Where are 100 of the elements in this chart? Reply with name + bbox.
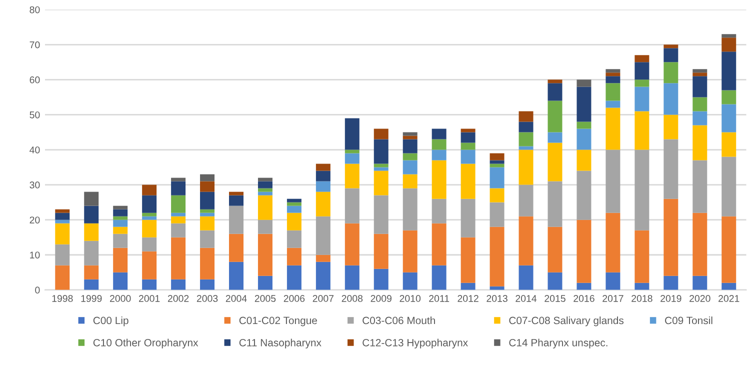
bar [548, 100, 562, 132]
bar [84, 279, 99, 290]
bar [576, 80, 592, 87]
x-tick-label: 2010 [400, 295, 421, 302]
bar [84, 223, 99, 241]
bar [692, 160, 708, 213]
bar [518, 132, 534, 146]
bar [490, 188, 504, 202]
bar [171, 195, 186, 213]
x-tick-label: 2000 [110, 295, 131, 302]
bar [286, 206, 302, 213]
bar [171, 279, 186, 290]
x-tick-label: 1999 [81, 295, 102, 302]
bar [664, 276, 678, 290]
bar [634, 150, 650, 230]
legend-label: C10 Other Oropharynx [93, 338, 198, 348]
y-tick-label: 20 [30, 216, 40, 224]
bar [344, 265, 360, 290]
bar [344, 223, 360, 266]
bar [402, 153, 418, 160]
bar [258, 188, 272, 192]
bar [286, 230, 302, 248]
bar [460, 198, 476, 238]
bar [258, 276, 272, 290]
bar [722, 132, 736, 157]
bar [55, 265, 70, 290]
bar [171, 216, 186, 224]
bar [576, 128, 592, 150]
bar [460, 142, 476, 150]
bar [374, 195, 388, 234]
bar [432, 160, 446, 199]
bar [576, 86, 592, 122]
bar [113, 272, 128, 290]
x-tick-label: 2018 [632, 295, 652, 302]
bar [722, 104, 736, 132]
bar [490, 160, 504, 164]
bar [344, 164, 360, 188]
bar [286, 212, 302, 230]
bar [171, 178, 186, 182]
bar [286, 265, 302, 290]
bar [316, 192, 330, 216]
legend-label: C12-C13 Hypopharynx [362, 338, 468, 348]
bar [142, 195, 157, 213]
bar [142, 184, 157, 196]
bar [113, 248, 128, 272]
bar [576, 150, 592, 171]
bar [84, 265, 99, 280]
x-tick-label: 2020 [690, 295, 710, 302]
bar [142, 212, 157, 216]
bar [606, 212, 620, 272]
bar [229, 262, 244, 290]
bar [142, 237, 157, 252]
bar [142, 251, 157, 280]
bar [113, 220, 128, 227]
bar [692, 69, 708, 73]
bar [490, 202, 504, 227]
bar [316, 170, 330, 182]
bar [518, 146, 534, 150]
legend-label: C09 Tonsil [665, 316, 712, 324]
bar [490, 226, 504, 286]
bar [200, 209, 215, 213]
bar [634, 230, 650, 283]
bar [432, 128, 446, 140]
bar [171, 212, 186, 216]
bar [200, 181, 215, 192]
bar [258, 181, 272, 188]
bar [344, 188, 360, 224]
bar [286, 202, 302, 206]
bar [200, 248, 215, 280]
bar [374, 139, 388, 164]
bar [576, 282, 592, 290]
bar [606, 76, 620, 84]
bar [460, 164, 476, 199]
bar [402, 132, 418, 136]
bar [84, 192, 99, 206]
bar [142, 216, 157, 220]
bar [606, 272, 620, 290]
x-tick-label: 2012 [458, 295, 478, 302]
x-tick-label: 2009 [370, 295, 392, 302]
x-tick-label: 2014 [516, 295, 537, 302]
bar [374, 268, 388, 290]
bar [664, 48, 678, 62]
bar [606, 69, 620, 73]
bar [518, 265, 534, 290]
bar [692, 276, 708, 290]
x-tick-label: 2016 [574, 295, 594, 302]
bar [229, 195, 244, 206]
y-tick-label: 50 [30, 111, 40, 118]
x-tick-label: 2011 [429, 295, 450, 302]
x-tick-label: 2004 [226, 295, 247, 302]
bar [548, 80, 562, 84]
bar [634, 62, 650, 80]
bar [142, 220, 157, 238]
bar [200, 279, 215, 290]
x-tick-label: 2019 [660, 295, 682, 302]
legend-label: C11 Nasopharynx [239, 338, 322, 348]
bar [576, 220, 592, 283]
bar [432, 265, 446, 290]
y-tick-label: 70 [30, 41, 40, 48]
bar [316, 254, 330, 262]
